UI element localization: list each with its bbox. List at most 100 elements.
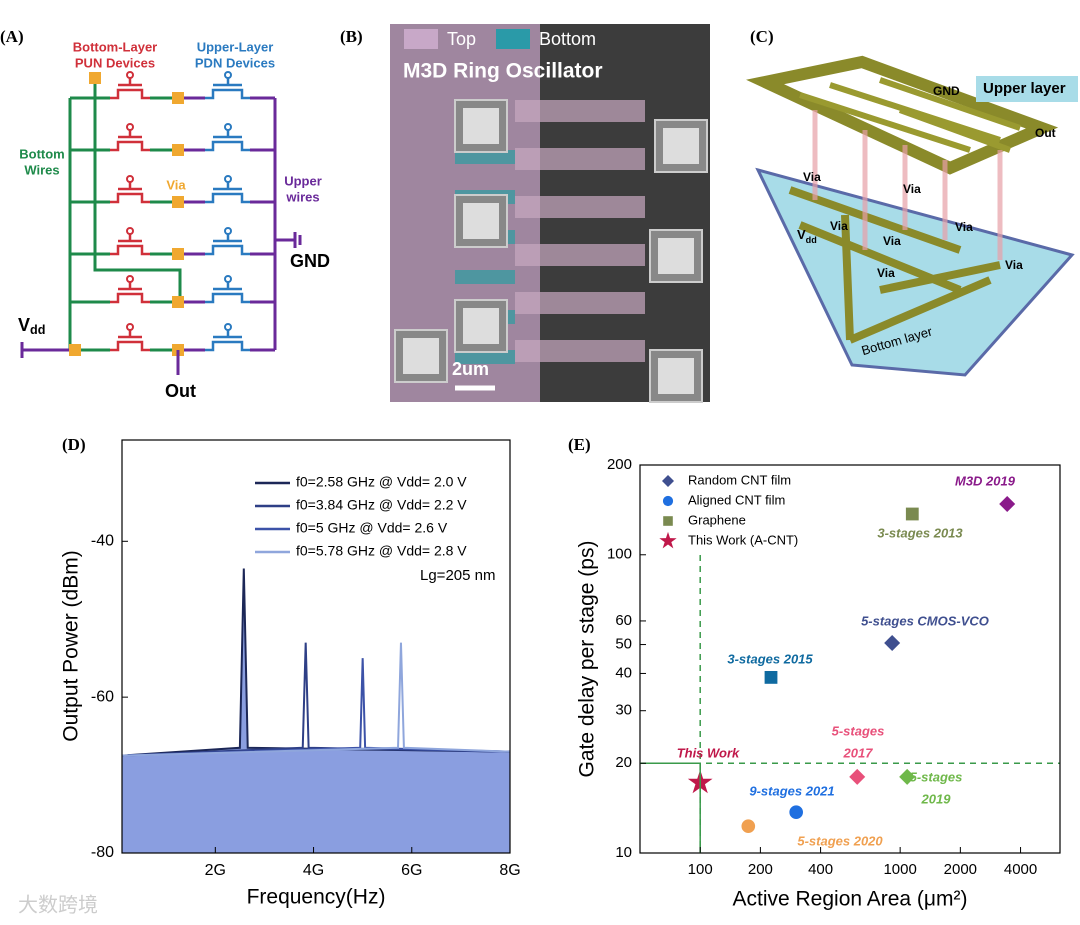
pmos: [205, 78, 250, 100]
y-tick-label: -80: [91, 844, 114, 861]
label: Via: [883, 234, 901, 248]
via: [172, 144, 184, 156]
via: [172, 296, 184, 308]
nmos: [110, 330, 150, 352]
y-tick-label: 10: [615, 844, 632, 861]
y-tick-label: 40: [615, 664, 632, 681]
point-label: M3D 2019: [955, 473, 1016, 488]
gate-bubble: [224, 323, 232, 331]
label: Upper-Layer: [197, 39, 274, 54]
label: Upper: [284, 173, 322, 188]
legend-swatch: [496, 29, 530, 49]
pad-core: [663, 128, 699, 164]
spectrum-line: [121, 642, 511, 757]
point-label: 5-stages: [832, 723, 885, 738]
point-label: 3-stages 2013: [877, 525, 963, 540]
pad-core: [463, 203, 499, 239]
top-layer: [515, 148, 645, 170]
label: Via: [1005, 258, 1023, 272]
scale-label: 2um: [452, 359, 489, 379]
gate-bubble: [126, 323, 134, 331]
x-tick-label: 6G: [401, 862, 422, 879]
plot-frame: [121, 439, 511, 854]
legend-label: Bottom: [539, 29, 596, 49]
marker: [899, 768, 916, 785]
point-label: 2019: [921, 791, 952, 806]
y-tick-label: -60: [91, 688, 114, 705]
wire: [93, 78, 182, 300]
x-tick-label: 200: [748, 861, 773, 878]
point-label: 5-stages 2020: [797, 833, 883, 848]
gate-bubble: [224, 275, 232, 283]
point-label: This Work: [677, 745, 740, 760]
label: Via: [830, 219, 848, 233]
x-tick-label: 2000: [944, 861, 977, 878]
legend-label: Graphene: [688, 512, 746, 527]
label: GND: [933, 84, 960, 98]
pmos: [205, 182, 250, 204]
marker: [659, 531, 677, 549]
label: Vdd: [18, 315, 45, 338]
label: Wires: [24, 162, 59, 177]
label: Via: [877, 266, 895, 280]
point-label: 9-stages 2021: [749, 783, 834, 798]
y-axis-label: Gate delay per stage (ps): [576, 541, 599, 778]
gate-bubble: [224, 71, 232, 79]
label-main: V: [797, 227, 806, 242]
panel-label: (D): [62, 435, 86, 454]
top-layer: [515, 292, 645, 314]
nmos: [110, 78, 150, 100]
y-tick-label: 30: [615, 702, 632, 719]
label: PUN Devices: [75, 55, 155, 70]
spectrum-line: [121, 642, 511, 757]
pmos: [205, 282, 250, 304]
x-tick-label: 100: [688, 861, 713, 878]
pmos: [205, 330, 250, 352]
marker: [663, 516, 673, 526]
y-tick-label: -40: [91, 533, 114, 550]
label-box: [976, 76, 1078, 102]
gate-bubble: [126, 175, 134, 183]
x-tick-label: 4000: [1004, 861, 1037, 878]
legend-label: Top: [447, 29, 476, 49]
legend-label: f0=3.84 GHz @ Vdd= 2.2 V: [296, 497, 467, 513]
x-axis-label: Active Region Area (μm²): [732, 888, 967, 911]
label: Bottom-Layer: [73, 39, 158, 54]
label: Out: [165, 381, 196, 401]
panel-label: (C): [750, 27, 774, 46]
pad-core: [463, 108, 499, 144]
y-tick-label: 100: [607, 546, 632, 563]
watermark: 大数跨境: [18, 893, 98, 916]
via: [172, 248, 184, 260]
gate-bubble: [126, 275, 134, 283]
pad-core: [463, 308, 499, 344]
gate-bubble: [224, 123, 232, 131]
label: Via: [803, 170, 821, 184]
legend-label: Aligned CNT film: [688, 492, 785, 507]
top-layer: [515, 340, 645, 362]
label-sub: dd: [806, 235, 817, 245]
legend-label: f0=2.58 GHz @ Vdd= 2.0 V: [296, 474, 467, 490]
nmos: [110, 234, 150, 256]
label: Via: [903, 182, 921, 196]
marker: [905, 507, 919, 521]
gate-bubble: [224, 175, 232, 183]
y-tick-label: 50: [615, 636, 632, 653]
via: [172, 196, 184, 208]
pad-core: [658, 238, 694, 274]
point-label: 3-stages 2015: [727, 651, 813, 666]
nmos: [110, 130, 150, 152]
marker: [662, 475, 674, 487]
pmos: [205, 130, 250, 152]
label: Via: [166, 177, 186, 192]
x-axis-label: Frequency(Hz): [247, 886, 386, 909]
y-axis-label: Output Power (dBm): [60, 550, 83, 741]
bottom-wires: [788, 186, 1001, 344]
label-sub: dd: [30, 323, 45, 337]
label: Via: [955, 220, 973, 234]
annotation: Lg=205 nm: [420, 567, 495, 584]
wire: [20, 232, 302, 358]
marker: [764, 670, 778, 684]
upper-wires: [799, 77, 1021, 153]
pmos: [205, 234, 250, 256]
